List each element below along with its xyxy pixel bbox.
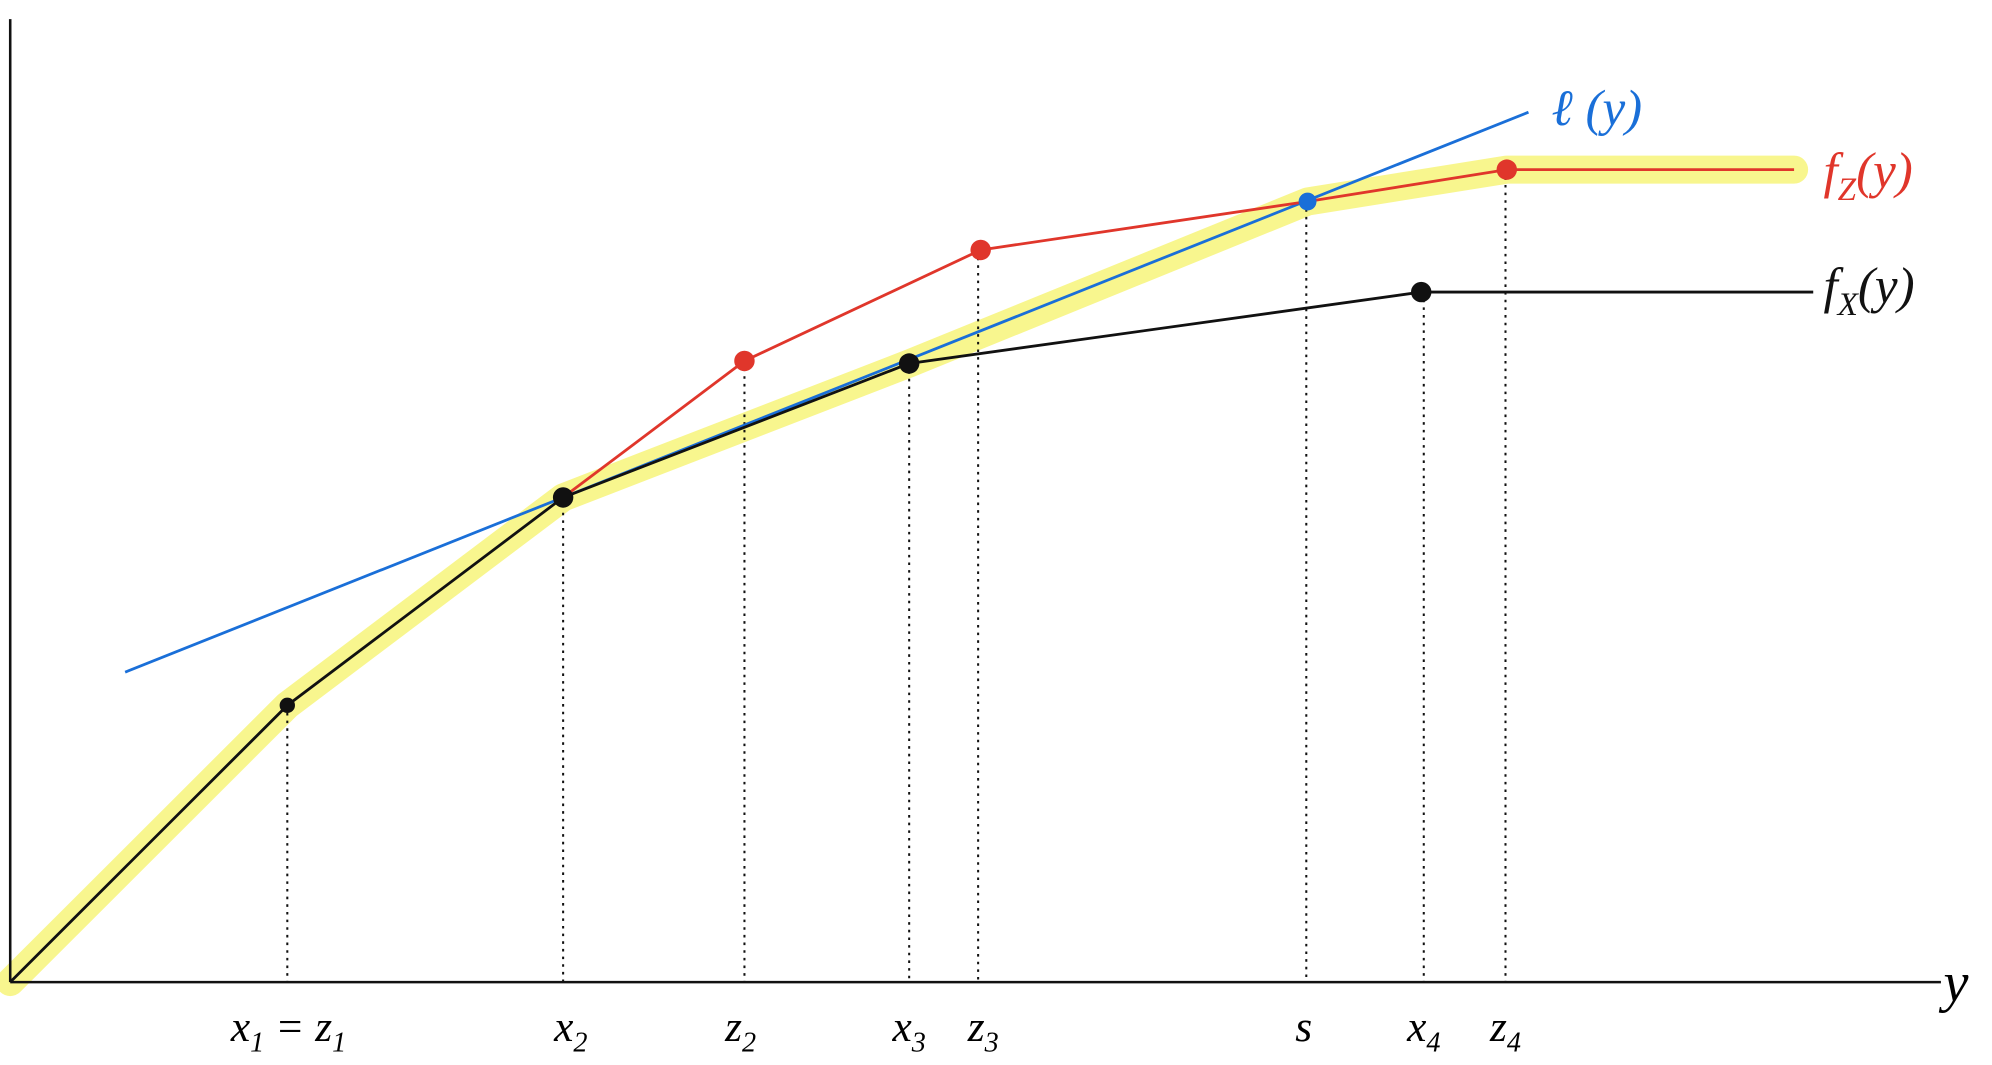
label-text: s <box>1295 1003 1312 1051</box>
label-text: z <box>967 1003 985 1051</box>
curve-fz <box>562 168 1795 499</box>
label-text: (y) <box>1573 81 1642 137</box>
tick-label: x4 <box>1406 1003 1440 1059</box>
label-text: x <box>1406 1003 1426 1051</box>
subscript: 1 <box>250 1028 264 1059</box>
tick-label: x2 <box>553 1003 587 1059</box>
tick-label: z3 <box>967 1003 999 1059</box>
point <box>898 353 920 374</box>
subscript: 2 <box>742 1028 756 1059</box>
point <box>1496 159 1517 180</box>
curve-label: ℓ (y) <box>1551 81 1642 137</box>
axis-label: y <box>1938 952 1968 1014</box>
label-text: = z <box>264 1003 332 1051</box>
subscript: 3 <box>911 1028 926 1059</box>
tick-label: z2 <box>724 1003 756 1059</box>
line-l <box>124 110 1529 674</box>
point <box>970 239 991 261</box>
curve-label: fZ(y) <box>1823 144 1912 209</box>
label-text: (y) <box>1858 258 1915 314</box>
tick-label: x3 <box>891 1003 925 1059</box>
label-text: x <box>891 1003 911 1051</box>
point <box>1411 281 1432 303</box>
label-text: x <box>553 1003 573 1051</box>
subscript: 1 <box>332 1028 346 1059</box>
drop-lines <box>286 169 1507 983</box>
label-text: ℓ <box>1551 81 1572 137</box>
subscript: 2 <box>573 1028 587 1059</box>
curve-label: fX(y) <box>1823 258 1914 323</box>
label-text: z <box>724 1003 742 1051</box>
point <box>1298 192 1317 211</box>
subscript: X <box>1836 286 1860 323</box>
label-text: x <box>230 1003 250 1051</box>
tick-label: s <box>1295 1003 1312 1051</box>
label-text: z <box>1489 1003 1507 1051</box>
subscript: 4 <box>1507 1028 1521 1059</box>
curve-fx <box>9 290 1814 984</box>
point <box>279 697 295 713</box>
subscript: 4 <box>1426 1028 1440 1059</box>
subscript: Z <box>1838 171 1857 208</box>
point <box>734 350 755 372</box>
point <box>552 487 574 508</box>
tick-label: z4 <box>1489 1003 1521 1059</box>
tick-label: x1 = z1 <box>230 1003 346 1059</box>
subscript: 3 <box>984 1028 999 1059</box>
label-text: (y) <box>1856 144 1913 200</box>
